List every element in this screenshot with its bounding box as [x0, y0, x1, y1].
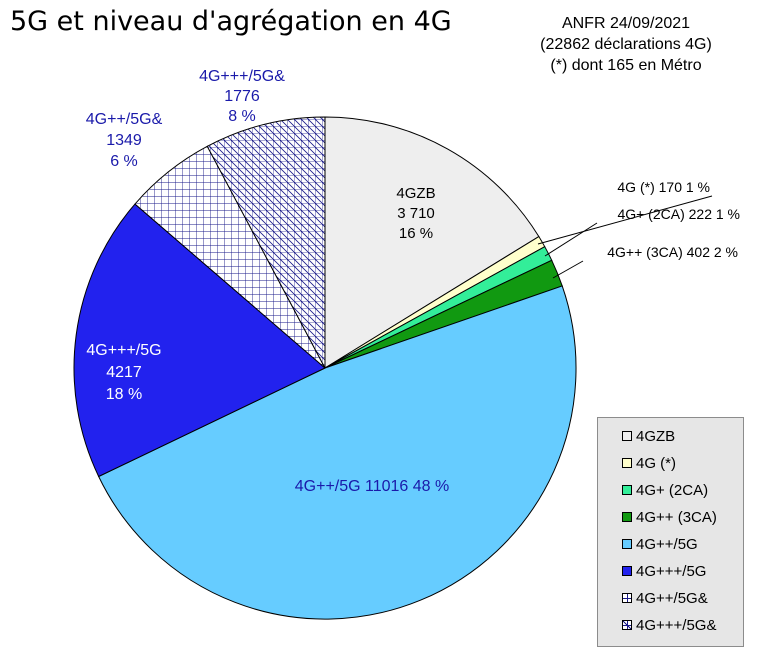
- slice-label-line: 8 %: [228, 108, 256, 125]
- pie-slice-4g-5g: [73, 203, 326, 478]
- pie-slice-4g-5g: [206, 116, 326, 369]
- slice-label-4g: 4G (*) 170 1 %: [617, 179, 710, 195]
- slice-label-4gzb: 4GZB 3 710 16 %: [396, 185, 435, 242]
- slice-label-4g-5g: 4G++/5G& 1349 6 %: [86, 111, 163, 170]
- legend-label: 4G++ (3CA): [636, 508, 717, 526]
- legend-swatch: [622, 620, 632, 630]
- legend-label: 4GZB: [636, 427, 676, 445]
- slice-label-4g-5g: 4G++/5G 11016 48 %: [295, 478, 449, 495]
- legend-label: 4G++/5G&: [636, 589, 708, 607]
- source-line-metro: (*) dont 165 en Métro: [550, 57, 702, 74]
- source-line-count: (22862 déclarations 4G): [540, 36, 712, 53]
- legend-item-4g-5g: 4G+++/5G: [622, 561, 706, 581]
- legend-label: 4G++/5G: [636, 535, 698, 553]
- slice-label-line: 4G++/5G&: [86, 111, 163, 128]
- slice-label-4g: 4G+ (2CA) 222 1 %: [617, 206, 740, 222]
- legend-swatch: [622, 458, 632, 468]
- slice-label-4g-5g: 4G+++/5G& 1776 8 %: [199, 68, 285, 125]
- leader-line-4g: [537, 195, 713, 245]
- legend-item-4g-5g: 4G++/5G: [622, 534, 698, 554]
- slice-label-line: 1349: [106, 132, 142, 149]
- legend-label: 4G (*): [636, 454, 677, 472]
- slice-label-line: 4G+++/5G: [86, 342, 161, 359]
- slice-label-line: 3 710: [397, 205, 435, 222]
- legend-swatch: [622, 512, 632, 522]
- source-note: ANFR 24/09/2021 (22862 déclarations 4G) …: [506, 13, 746, 76]
- legend-item-4g: 4G++ (3CA): [622, 507, 717, 527]
- slice-label-line: 4GZB: [396, 185, 435, 202]
- legend-label: 4G+++/5G: [636, 562, 707, 580]
- legend-item-4g: 4G (*): [622, 453, 676, 473]
- slice-label-line: 6 %: [110, 153, 138, 170]
- slice-label-line: 4217: [106, 364, 142, 381]
- slice-label-4g: 4G++ (3CA) 402 2 %: [607, 244, 738, 260]
- pie-slice-4g-5g: [97, 285, 577, 620]
- slice-label-line: 4G++ (3CA) 402 2 %: [607, 244, 738, 260]
- slice-labels: 4GZB 3 710 16 % 4G (*) 170 1 % 4G+ (2CA) 222…: [86, 68, 740, 495]
- slice-label-line: 18 %: [106, 386, 142, 403]
- slice-label-line: 4G+ (2CA) 222 1 %: [617, 206, 740, 222]
- legend-swatch: [622, 539, 632, 549]
- slice-label-line: 4G (*) 170 1 %: [617, 179, 710, 195]
- leader-line-4g: [544, 222, 598, 257]
- leader-lines: [537, 195, 713, 279]
- legend: 4GZB 4G (*) 4G+ (2CA) 4G++ (3CA) 4G++/5G 4G++…: [597, 417, 744, 647]
- chart-title: 5G et niveau d'agrégation en 4G: [10, 6, 452, 37]
- slice-label-4g-5g: 4G+++/5G 4217 18 %: [86, 342, 161, 403]
- slice-label-line: 4G+++/5G&: [199, 68, 285, 85]
- legend-swatch: [622, 431, 632, 441]
- pie-slice-4gzb: [324, 116, 540, 369]
- legend-item-4g-5g: 4G+++/5G&: [622, 615, 716, 635]
- legend-label: 4G+++/5G&: [636, 616, 717, 634]
- legend-item-4g-5g: 4G++/5G&: [622, 588, 708, 608]
- legend-swatch: [622, 485, 632, 495]
- slice-label-line: 1776: [224, 88, 260, 105]
- leader-line-4g: [552, 260, 584, 279]
- legend-item-4gzb: 4GZB: [622, 426, 675, 446]
- legend-label: 4G+ (2CA): [636, 481, 709, 499]
- pie-slices: [73, 116, 577, 620]
- legend-swatch: [622, 593, 632, 603]
- legend-item-4g: 4G+ (2CA): [622, 480, 708, 500]
- slice-label-line: 4G++/5G 11016 48 %: [295, 478, 449, 495]
- legend-swatch: [622, 566, 632, 576]
- slice-label-line: 16 %: [399, 225, 433, 242]
- source-line-date: ANFR 24/09/2021: [561, 15, 691, 32]
